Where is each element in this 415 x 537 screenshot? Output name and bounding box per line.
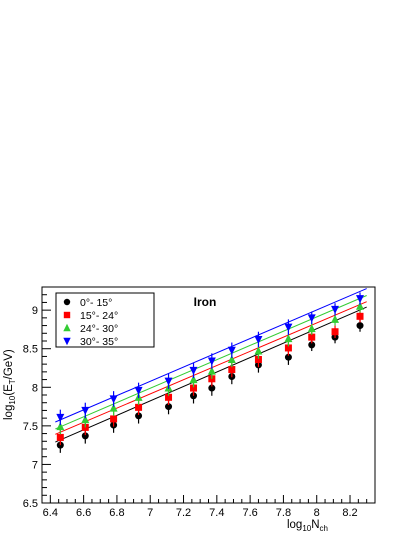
marker-triangle-up — [227, 355, 236, 364]
x-axis: 6.4 6.6 6.8 7 7.2 7.4 7.6 7.8 8 8.2 — [43, 495, 368, 519]
marker-circle — [165, 403, 173, 411]
marker-triangle-up — [63, 323, 71, 332]
x-tick-label: 6.6 — [76, 507, 91, 519]
x-tick-label: 7.2 — [176, 507, 191, 519]
marker-triangle-down — [284, 323, 293, 332]
marker-square — [165, 393, 173, 401]
x-tick-label: 8.2 — [342, 507, 357, 519]
marker-triangle-up — [307, 324, 316, 333]
y-tick-label: 7 — [32, 459, 38, 471]
marker-square — [284, 344, 292, 352]
y-tick-label: 6.5 — [23, 498, 38, 510]
marker-circle — [284, 353, 292, 361]
x-axis-title-tail-sub: ch — [320, 524, 328, 533]
series-0-points — [56, 319, 364, 453]
chart-title: Iron — [194, 295, 217, 309]
y-tick-label: 9 — [32, 305, 38, 317]
legend-box — [55, 292, 155, 348]
y-axis-title-sub: 10 — [8, 395, 17, 404]
x-tick-label: 8 — [314, 507, 320, 519]
marker-square — [63, 311, 71, 319]
marker-triangle-down — [254, 335, 263, 344]
legend-label-series-2: 24°- 30° — [80, 323, 118, 335]
marker-square — [356, 312, 364, 320]
legend-label-series-0: 0°- 15° — [80, 297, 112, 309]
marker-triangle-up — [254, 346, 263, 355]
legend: 0°- 15°15°- 24°24°- 30°30°- 35° — [55, 292, 155, 348]
fit-line-series-1 — [55, 301, 367, 435]
x-tick-label: 7.6 — [242, 507, 257, 519]
y-axis-title-mid: (E — [3, 384, 15, 396]
x-tick-label: 6.8 — [109, 507, 124, 519]
marker-triangle-down — [56, 413, 65, 422]
series-3-points — [56, 292, 365, 426]
y-axis-title: log10(ET/GeV) — [3, 349, 17, 420]
y-tick-label: 8 — [32, 382, 38, 394]
marker-triangle-down — [307, 314, 316, 323]
y-axis-title-main: log — [3, 405, 15, 420]
y-axis-title-tail: /GeV) — [3, 349, 15, 379]
marker-triangle-up — [284, 334, 293, 343]
marker-triangle-up — [189, 375, 198, 384]
marker-square — [228, 366, 236, 374]
fit-line-series-3 — [55, 288, 367, 423]
marker-circle — [135, 412, 143, 420]
marker-circle — [356, 322, 364, 330]
marker-triangle-up — [331, 314, 340, 323]
marker-triangle-down — [109, 395, 118, 404]
marker-square — [308, 333, 316, 341]
marker-triangle-up — [356, 301, 365, 310]
x-axis-title-main: log — [287, 519, 302, 531]
x-axis-title-sub: 10 — [302, 524, 311, 533]
x-tick-label: 7 — [147, 507, 153, 519]
marker-triangle-down — [227, 346, 236, 355]
marker-triangle-up — [207, 366, 216, 375]
marker-circle — [81, 432, 89, 440]
marker-triangle-up — [81, 415, 90, 424]
marker-square — [190, 384, 198, 392]
data-points — [56, 292, 365, 453]
x-tick-label: 7.8 — [276, 507, 291, 519]
marker-circle — [208, 384, 216, 392]
marker-triangle-down — [164, 377, 173, 386]
marker-square — [56, 433, 64, 441]
y-tick-label: 7.5 — [23, 421, 38, 433]
marker-circle — [63, 298, 71, 306]
marker-square — [135, 403, 143, 411]
marker-triangle-down — [81, 406, 90, 415]
y-axis: 6.5 7 7.5 8 8.5 9 — [23, 294, 51, 510]
marker-triangle-down — [189, 366, 198, 375]
marker-square — [110, 415, 118, 423]
marker-triangle-down — [331, 305, 340, 314]
y-tick-label: 8.5 — [23, 344, 38, 356]
y-axis-title-mid-sub: T — [8, 379, 17, 384]
x-tick-label: 7.4 — [209, 507, 224, 519]
marker-triangle-down — [356, 295, 365, 304]
legend-label-series-1: 15°- 24° — [80, 310, 118, 322]
x-axis-title-tail: N — [311, 519, 319, 531]
x-axis-title: log10Nch — [287, 519, 328, 533]
marker-square — [331, 328, 339, 336]
marker-circle — [308, 341, 316, 349]
x-tick-label: 6.4 — [43, 507, 58, 519]
marker-square — [254, 356, 262, 364]
marker-triangle-down — [63, 337, 71, 346]
marker-triangle-up — [56, 422, 65, 431]
legend-label-series-3: 30°- 35° — [80, 336, 118, 348]
marker-triangle-up — [109, 403, 118, 412]
marker-triangle-down — [207, 357, 216, 366]
marker-triangle-down — [134, 386, 143, 395]
